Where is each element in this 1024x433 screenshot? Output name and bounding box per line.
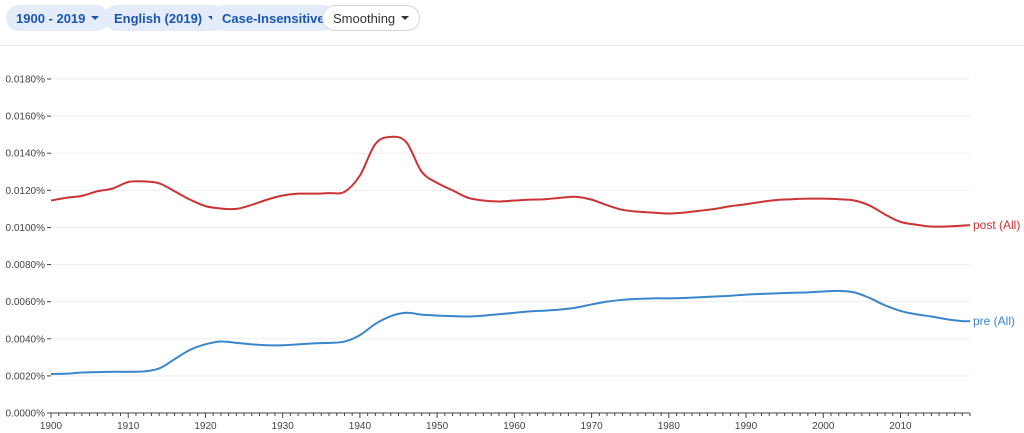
- y-tick-label: 0.0040%: [6, 334, 46, 345]
- year-range-label: 1900 - 2019: [16, 10, 86, 26]
- y-tick-label: 0.0180%: [6, 75, 46, 86]
- x-tick-label: 2000: [812, 421, 835, 432]
- x-tick-label: 1950: [426, 421, 449, 432]
- y-tick-label: 0.0140%: [6, 149, 46, 160]
- x-tick-label: 1990: [735, 421, 758, 432]
- x-tick-label: 1930: [272, 421, 295, 432]
- x-tick-label: 1920: [194, 421, 217, 432]
- x-tick-label: 1960: [503, 421, 526, 432]
- corpus-dropdown[interactable]: English (2019): [104, 5, 227, 31]
- x-tick-label: 1900: [40, 421, 63, 432]
- x-tick-label: 1970: [580, 421, 603, 432]
- x-tick-label: 1940: [349, 421, 372, 432]
- chevron-down-icon: [91, 16, 100, 20]
- y-tick-label: 0.0060%: [6, 297, 46, 308]
- smoothing-dropdown[interactable]: Smoothing: [322, 5, 421, 31]
- y-tick-label: 0.0100%: [6, 223, 46, 234]
- chevron-down-icon: [401, 16, 410, 20]
- x-axis: 1900 1910 1920 1930 1940 1950 1960 1970 1980 1990…: [40, 412, 971, 432]
- series-line-post[interactable]: [50, 135, 971, 228]
- y-tick-label: 0.0160%: [6, 112, 46, 123]
- ngram-chart: 0.0000% 0.0020% 0.0040% 0.0060% 0.0080% 0.010…: [6, 75, 1021, 433]
- series-line-pre[interactable]: [50, 289, 971, 376]
- y-axis: 0.0000% 0.0020% 0.0040% 0.0060% 0.0080% 0.010…: [6, 75, 51, 420]
- case-insensitive-toggle[interactable]: Case-Insensitive: [212, 5, 335, 31]
- x-tick-label: 2010: [889, 421, 912, 432]
- x-tick-label: 1910: [117, 421, 140, 432]
- series-label-post[interactable]: post (All): [973, 218, 1020, 232]
- year-range-dropdown[interactable]: 1900 - 2019: [6, 5, 110, 31]
- series-label-pre[interactable]: pre (All): [973, 314, 1015, 328]
- y-tick-label: 0.0020%: [6, 371, 46, 382]
- toolbar: 1900 - 2019 English (2019) Case-Insensit…: [0, 0, 1024, 46]
- y-tick-label: 0.0000%: [6, 409, 46, 420]
- y-tick-label: 0.0120%: [6, 186, 46, 197]
- gridlines: [51, 78, 970, 377]
- x-tick-label: 1980: [658, 421, 681, 432]
- smoothing-label: Smoothing: [333, 10, 396, 26]
- case-insensitive-label: Case-Insensitive: [222, 10, 325, 26]
- y-tick-label: 0.0080%: [6, 260, 46, 271]
- corpus-label: English (2019): [114, 10, 203, 26]
- series-lines: post (All) pre (All): [50, 135, 1020, 376]
